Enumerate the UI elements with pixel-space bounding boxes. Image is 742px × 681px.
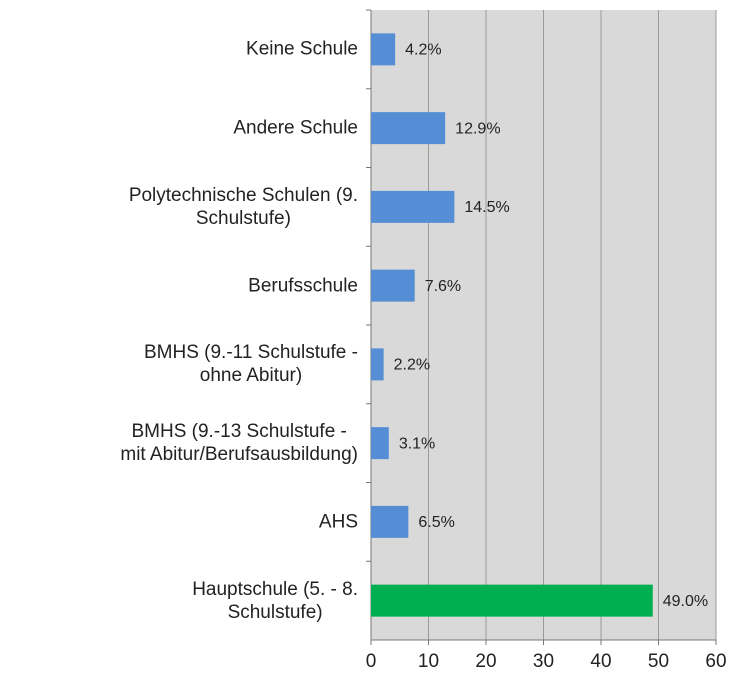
y-tick-label: Polytechnische Schulen (9. Schulstufe) <box>128 184 358 229</box>
y-tick-label: Hauptschule (5. - 8. Schulstufe) <box>192 578 358 623</box>
value-label: 14.5% <box>464 199 509 216</box>
x-tick-label: 0 <box>366 651 377 672</box>
bar <box>371 427 389 460</box>
value-label: 12.9% <box>455 120 500 137</box>
value-label: 2.2% <box>394 357 430 374</box>
bar <box>371 190 455 223</box>
x-tick-label: 30 <box>533 651 554 672</box>
bar <box>371 33 396 66</box>
x-tick-label: 20 <box>475 651 496 672</box>
y-tick-label: Andere Schule <box>233 117 358 139</box>
value-label: 4.2% <box>405 42 441 59</box>
y-tick-label: BMHS (9.-13 Schulstufe - mit Abitur/Beru… <box>120 421 358 466</box>
bar <box>371 348 384 381</box>
bar <box>371 505 409 538</box>
bar <box>371 269 415 302</box>
x-tick-label: 60 <box>705 651 726 672</box>
value-label: 7.6% <box>425 278 461 295</box>
value-label: 49.0% <box>663 593 708 610</box>
value-label: 6.5% <box>418 514 454 531</box>
y-tick-label: Keine Schule <box>246 38 358 60</box>
y-tick-label: AHS <box>318 511 358 533</box>
bar <box>371 584 653 617</box>
x-tick-label: 50 <box>648 651 669 672</box>
bar <box>371 112 446 145</box>
y-tick-label: BMHS (9.-11 Schulstufe - ohne Abitur) <box>143 342 358 387</box>
x-tick-label: 40 <box>590 651 611 672</box>
value-label: 3.1% <box>399 435 435 452</box>
x-tick-label: 10 <box>418 651 439 672</box>
y-tick-label: Berufsschule <box>248 275 358 297</box>
